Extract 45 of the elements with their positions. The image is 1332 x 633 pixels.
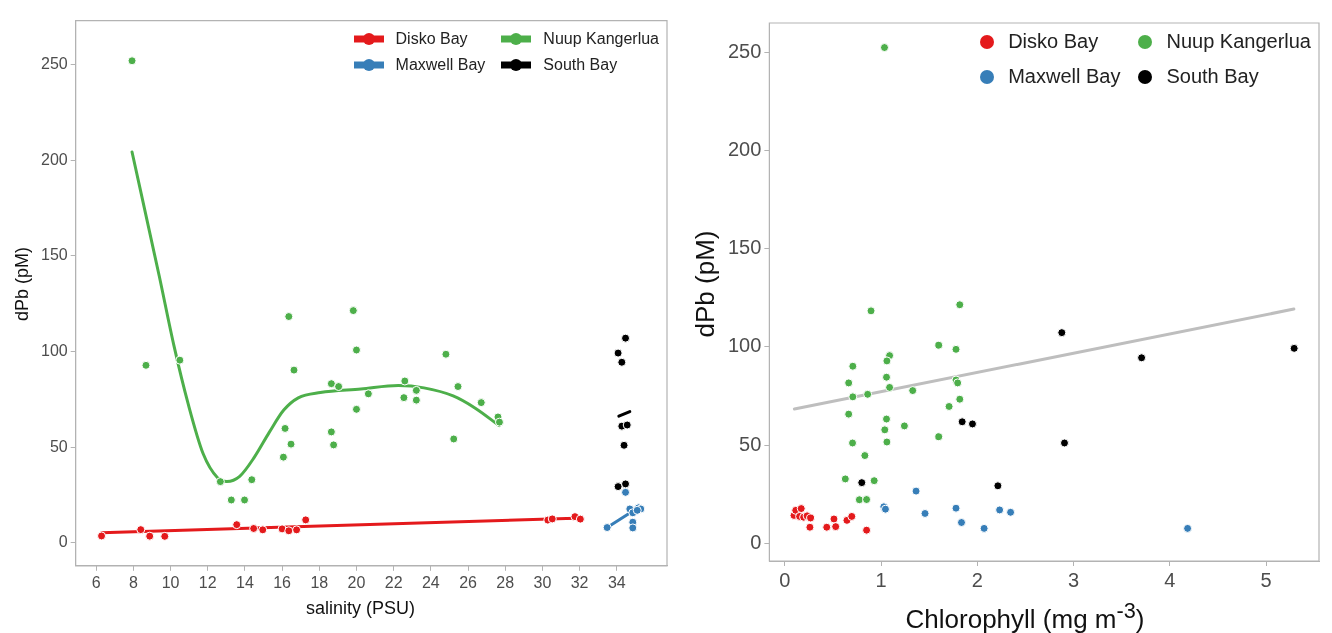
x-axis-title: Chlorophyll (mg m$^{-3}$) [904,598,1146,633]
y-tick-label: 250 [40,55,68,72]
x-tick-label: 18 [310,573,329,591]
x-tick-label: 8 [128,573,138,591]
y-axis-title: dPb (pM) [689,230,721,338]
legend-label: Nuup Kangerlua [1166,30,1311,53]
x-tick-label: 10 [161,573,180,591]
x-tick-label: 22 [384,573,403,591]
legend-label: South Bay [1166,65,1259,88]
y-tick-label: 0 [750,530,762,553]
y-tick-label: 100 [40,341,68,359]
y-tick-label: 200 [727,138,762,161]
y-tick-label: 150 [40,246,68,264]
x-tick-label: 2 [971,568,983,591]
y-tick-label: 200 [40,150,68,168]
x-tick-label: 34 [607,573,626,591]
x-tick-label: 20 [347,573,366,591]
legend-label: Maxwell Bay [395,56,486,74]
legend-label: Maxwell Bay [1008,65,1121,88]
y-tick-label: 0 [58,533,68,551]
y-axis-title: dPb (pM) [11,246,33,322]
x-tick-label: 24 [421,573,440,591]
x-tick-label: 5 [1260,568,1272,591]
x-tick-label: 3 [1067,568,1080,591]
x-tick-label: 4 [1164,568,1176,591]
x-tick-label: 14 [236,573,254,591]
legend-label: Disko Bay [1008,30,1099,53]
y-tick-label: 150 [727,236,762,259]
x-tick-label: 30 [533,573,552,591]
x-tick-label: 28 [496,573,515,591]
legend-label: Nuup Kangerlua [543,30,659,48]
x-axis-title: salinity (PSU) [305,598,416,619]
x-tick-label: 26 [459,573,478,591]
x-tick-label: 16 [273,573,292,591]
legend-label: South Bay [543,56,618,74]
y-tick-label: 50 [739,432,762,455]
x-tick-label: 1 [875,568,887,591]
x-tick-label: 12 [198,573,217,591]
y-tick-label: 50 [49,437,68,455]
y-tick-label: 250 [727,39,762,62]
y-tick-label: 100 [727,334,762,357]
x-tick-label: 6 [91,573,101,591]
x-tick-label: 0 [779,568,791,591]
x-tick-label: 32 [570,573,589,591]
legend-label: Disko Bay [395,30,468,48]
